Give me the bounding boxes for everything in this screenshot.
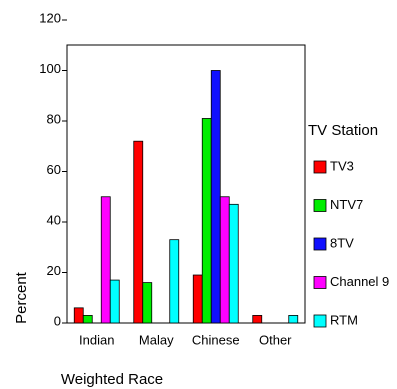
x-axis-label: Weighted Race xyxy=(61,371,163,388)
bar xyxy=(109,279,120,324)
y-tick-label: 40 xyxy=(47,212,61,227)
bar xyxy=(73,307,84,324)
legend-title: TV Station xyxy=(308,122,378,139)
y-tick-label: 60 xyxy=(47,162,61,177)
y-tick-label: 0 xyxy=(54,313,61,328)
y-tick-label: 120 xyxy=(39,10,61,25)
bar xyxy=(169,239,180,324)
bar xyxy=(142,282,153,324)
legend-label: TV3 xyxy=(330,158,354,173)
x-tick-label: Indian xyxy=(79,332,114,347)
bar xyxy=(192,274,203,324)
bar xyxy=(100,196,111,324)
y-tick-label: 100 xyxy=(39,61,61,76)
bar xyxy=(133,140,144,324)
bar xyxy=(82,315,93,324)
legend-label: NTV7 xyxy=(330,197,363,212)
bar xyxy=(288,315,299,324)
bar xyxy=(219,196,230,324)
legend-label: Channel 9 xyxy=(330,274,389,289)
legend-swatch xyxy=(313,276,327,289)
bar xyxy=(228,203,239,324)
bar xyxy=(252,315,263,324)
legend-swatch xyxy=(313,237,327,251)
y-tick-label: 20 xyxy=(47,263,61,278)
bar xyxy=(210,70,221,324)
y-axis-label: Percent xyxy=(13,271,30,324)
legend-swatch xyxy=(313,199,327,212)
legend-swatch xyxy=(313,314,327,328)
x-tick-label: Chinese xyxy=(192,332,240,347)
legend-swatch xyxy=(313,160,327,174)
legend-label: RTM xyxy=(330,312,358,327)
plot-frame xyxy=(66,44,306,324)
y-tick-label: 80 xyxy=(47,111,61,126)
legend-label: 8TV xyxy=(330,235,354,250)
bar xyxy=(201,118,212,324)
x-tick-label: Other xyxy=(259,332,292,347)
x-tick-label: Malay xyxy=(139,332,174,347)
